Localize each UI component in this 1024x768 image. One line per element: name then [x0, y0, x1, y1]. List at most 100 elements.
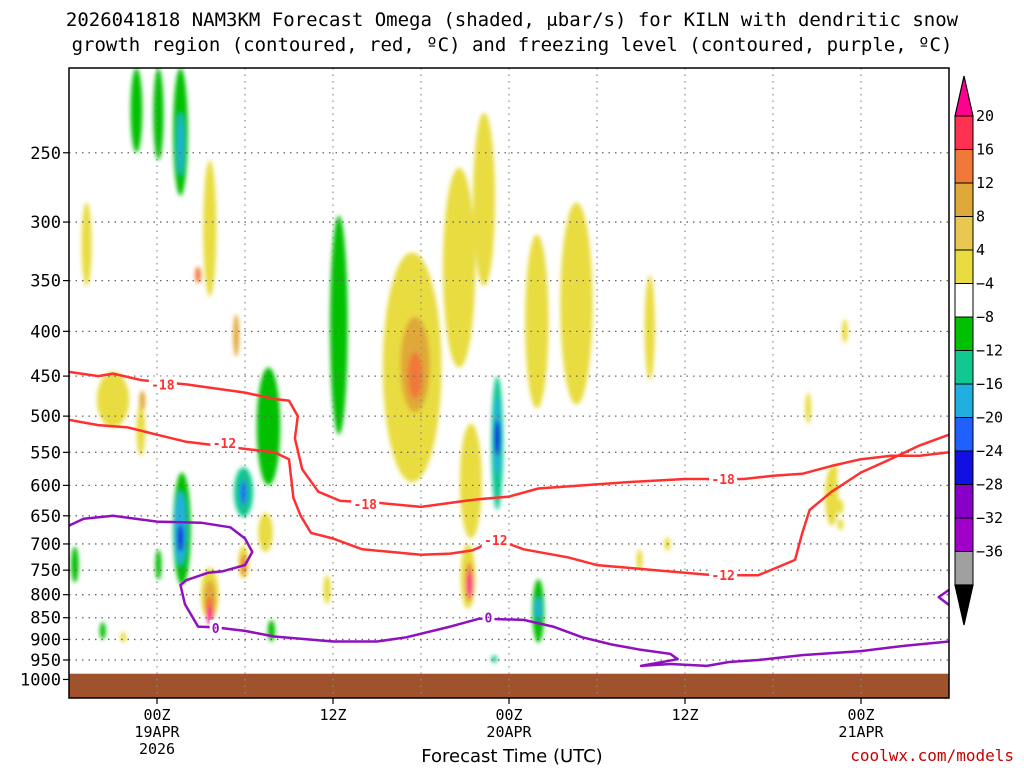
omega-cell-47 [535, 597, 542, 620]
contour-label-text: -18 [354, 498, 378, 513]
y-tick-850: 850 [30, 609, 69, 629]
site-credit: coolwx.com/models [850, 746, 1014, 765]
omega-cell-38 [466, 572, 473, 598]
y-tick-950: 950 [30, 651, 69, 671]
y-tick-label: 400 [30, 322, 61, 342]
colorbar-segment-11 [954, 484, 974, 519]
contour-label-text: -12 [711, 569, 734, 584]
contour-label-1: -12 [210, 435, 239, 452]
colorbar-segment-6 [954, 316, 974, 351]
omega-cell-57 [841, 319, 848, 344]
omega-cell-35 [459, 423, 482, 539]
omega-cell-13 [177, 524, 184, 553]
omega-cell-56 [837, 518, 844, 531]
colorbar-label-13: −36 [976, 543, 1003, 561]
y-tick-label: 600 [30, 476, 61, 496]
y-tick-label: 950 [30, 651, 61, 671]
contour-label-bg [482, 609, 495, 625]
x-tick-label-line: 00Z [495, 706, 522, 724]
y-tick-800: 800 [30, 586, 69, 606]
colorbar-label-1: 16 [976, 141, 994, 159]
y-tick-1000: 1000 [20, 670, 69, 690]
colorbar-label-8: −16 [976, 375, 1003, 393]
colorbar-label-5: −4 [976, 275, 994, 293]
y-tick-350: 350 [30, 272, 69, 292]
colorbar-segment-5 [954, 283, 974, 318]
y-axis: 2503003504004505005506006507007508008509… [20, 144, 69, 690]
chart-title-line-2: growth region (contoured, red, ºC) and f… [71, 34, 953, 56]
colorbar-segment-10 [954, 450, 974, 485]
colorbar-segment-2 [954, 182, 974, 217]
colorbar-segment-7 [954, 350, 974, 385]
plot-background [69, 68, 949, 698]
colorbar-segment-4 [954, 249, 974, 284]
omega-cell-29 [71, 546, 79, 583]
y-tick-label: 700 [30, 535, 61, 555]
y-tick-label: 300 [30, 213, 61, 233]
omega-cell-22 [256, 367, 281, 486]
y-tick-750: 750 [30, 561, 69, 581]
x-tick-label-line: 20APR [486, 723, 532, 741]
x-tick-label-line: 00Z [847, 706, 874, 724]
omega-cell-53 [825, 467, 839, 526]
omega-cell-34 [443, 167, 476, 368]
freezing-level-contour-0 [69, 514, 949, 668]
x-tick-label-line: 21APR [838, 723, 884, 741]
colorbar-label-2: 12 [976, 174, 994, 192]
y-tick-label: 250 [30, 144, 61, 164]
colorbar-segment-1 [954, 149, 974, 184]
omega-cell-6 [233, 314, 240, 357]
omega-cell-10 [139, 390, 146, 411]
colorbar-bottom-arrow [954, 584, 974, 626]
contour-label-2: -18 [351, 495, 380, 513]
dgz-contour-0 [69, 370, 949, 509]
y-tick-label: 500 [30, 407, 61, 427]
colorbar-segment-9 [954, 417, 974, 452]
contour-label-3: -12 [481, 532, 510, 549]
colorbar-label-7: −12 [976, 342, 1003, 360]
contour-label-5: -12 [709, 567, 738, 584]
colorbar-segment-13 [954, 551, 974, 586]
colorbar-label-10: −24 [976, 442, 1003, 460]
y-tick-650: 650 [30, 507, 69, 527]
y-tick-450: 450 [30, 367, 69, 387]
contour-label-bg [210, 435, 239, 451]
colorbar-segment-0 [954, 115, 974, 150]
omega-cell-8 [96, 371, 130, 428]
x-axis-title: Forecast Time (UTC) [421, 746, 603, 767]
x-tick-label-line: 19APR [134, 723, 180, 741]
x-tick-label-line: 12Z [671, 706, 698, 724]
omega-cell-33 [407, 352, 423, 399]
contour-label-7: 0 [482, 609, 495, 627]
omega-cell-44 [491, 655, 498, 663]
contour-label-text: -12 [484, 534, 507, 549]
contour-label-text: -18 [151, 378, 175, 393]
omega-cell-39 [473, 112, 496, 287]
plot-area [69, 68, 949, 698]
y-tick-label: 450 [30, 367, 61, 387]
omega-cell-28 [120, 631, 127, 643]
y-tick-label: 350 [30, 272, 61, 292]
y-tick-label: 800 [30, 586, 61, 606]
omega-cell-54 [831, 464, 838, 481]
y-tick-label: 900 [30, 630, 61, 650]
contour-label-bg [209, 619, 222, 635]
contour-labels: -18 -12 -18 -12 -18 -12 0 0 [148, 376, 738, 637]
omega-cell-25 [323, 575, 331, 605]
omega-cell-51 [644, 275, 655, 381]
chart-title-line-1: 2026041818 NAM3KM Forecast Omega (shaded… [65, 9, 959, 31]
y-tick-700: 700 [30, 535, 69, 555]
omega-cell-21 [240, 480, 247, 506]
y-tick-250: 250 [30, 144, 69, 164]
colorbar-label-12: −32 [976, 509, 1003, 527]
omega-cell-1 [153, 68, 164, 161]
x-tick-label-line: 00Z [143, 706, 170, 724]
omega-cell-23 [258, 512, 273, 553]
colorbar-label-11: −28 [976, 476, 1003, 494]
y-tick-label: 850 [30, 609, 61, 629]
colorbar-segment-8 [954, 383, 974, 418]
contour-label-text: -18 [711, 473, 735, 488]
x-tick-1: 12Z [319, 698, 347, 724]
